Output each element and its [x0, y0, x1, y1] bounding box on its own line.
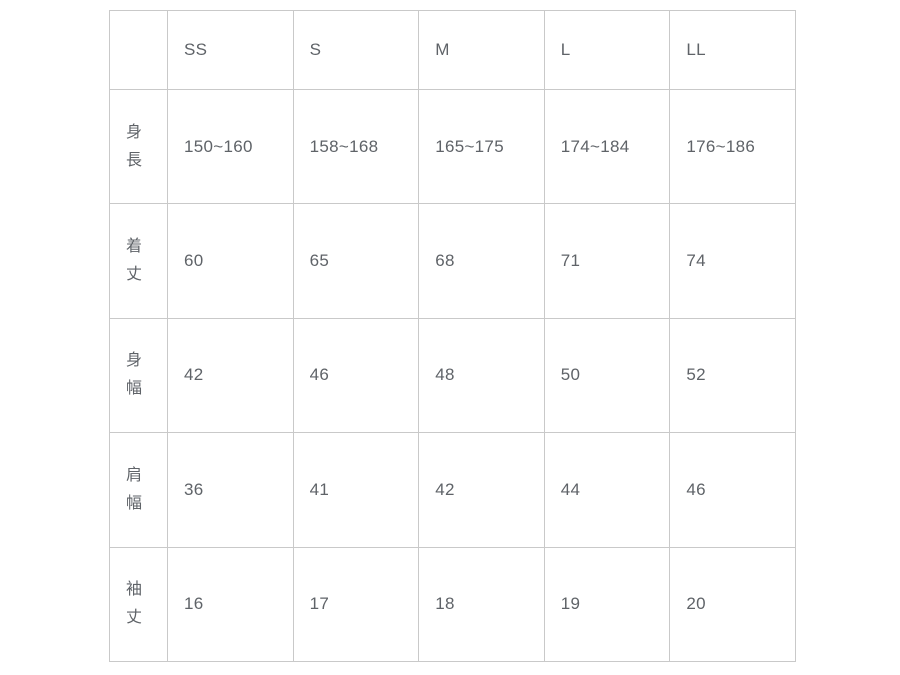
row-label-body-width: 身幅: [109, 317, 168, 434]
table-row-height: 身長 150~160 158~168 165~175 174~184 176~1…: [109, 88, 796, 205]
corner-cell: [109, 10, 168, 90]
table-row-shoulder-width: 肩幅 36 41 42 44 46: [109, 432, 796, 548]
cell-body-width-ll: 52: [669, 317, 796, 434]
row-label-text: 身幅: [126, 352, 143, 398]
cell-sleeve-length-s: 17: [292, 546, 420, 662]
row-label-shoulder-width: 肩幅: [109, 432, 168, 548]
column-header-l: L: [543, 10, 671, 90]
cell-shoulder-width-ss: 36: [167, 432, 294, 548]
cell-height-m: 165~175: [418, 88, 545, 205]
cell-sleeve-length-ss: 16: [167, 546, 294, 662]
table-row-body-width: 身幅 42 46 48 50 52: [109, 317, 796, 434]
cell-sleeve-length-ll: 20: [669, 546, 796, 662]
size-chart: SS S M L LL 身長 150~160 158~168 165~175 1…: [109, 10, 796, 662]
cell-height-ll: 176~186: [669, 88, 796, 205]
column-header-s: S: [292, 10, 420, 90]
cell-length-ll: 74: [669, 203, 796, 319]
cell-height-ss: 150~160: [167, 88, 294, 205]
row-label-length: 着丈: [109, 203, 168, 319]
row-label-text: 身長: [126, 123, 143, 169]
row-label-height: 身長: [109, 88, 168, 205]
cell-body-width-m: 48: [418, 317, 545, 434]
cell-length-ss: 60: [167, 203, 294, 319]
cell-body-width-s: 46: [292, 317, 420, 434]
row-label-sleeve-length: 袖丈: [109, 546, 168, 662]
row-label-text: 袖丈: [126, 581, 143, 627]
column-header-ss: SS: [167, 10, 294, 90]
size-chart-table: SS S M L LL 身長 150~160 158~168 165~175 1…: [109, 10, 796, 662]
cell-height-l: 174~184: [543, 88, 671, 205]
column-header-ll: LL: [669, 10, 796, 90]
cell-body-width-ss: 42: [167, 317, 294, 434]
table-row-sleeve-length: 袖丈 16 17 18 19 20: [109, 546, 796, 662]
cell-shoulder-width-l: 44: [543, 432, 671, 548]
cell-height-s: 158~168: [292, 88, 420, 205]
cell-length-s: 65: [292, 203, 420, 319]
column-header-m: M: [418, 10, 545, 90]
cell-shoulder-width-s: 41: [292, 432, 420, 548]
cell-body-width-l: 50: [543, 317, 671, 434]
table-header-row: SS S M L LL: [109, 10, 796, 90]
row-label-text: 肩幅: [126, 466, 143, 512]
cell-shoulder-width-ll: 46: [669, 432, 796, 548]
cell-length-l: 71: [543, 203, 671, 319]
cell-length-m: 68: [418, 203, 545, 319]
cell-sleeve-length-l: 19: [543, 546, 671, 662]
row-label-text: 着丈: [126, 238, 143, 284]
cell-sleeve-length-m: 18: [418, 546, 545, 662]
cell-shoulder-width-m: 42: [418, 432, 545, 548]
table-row-length: 着丈 60 65 68 71 74: [109, 203, 796, 319]
